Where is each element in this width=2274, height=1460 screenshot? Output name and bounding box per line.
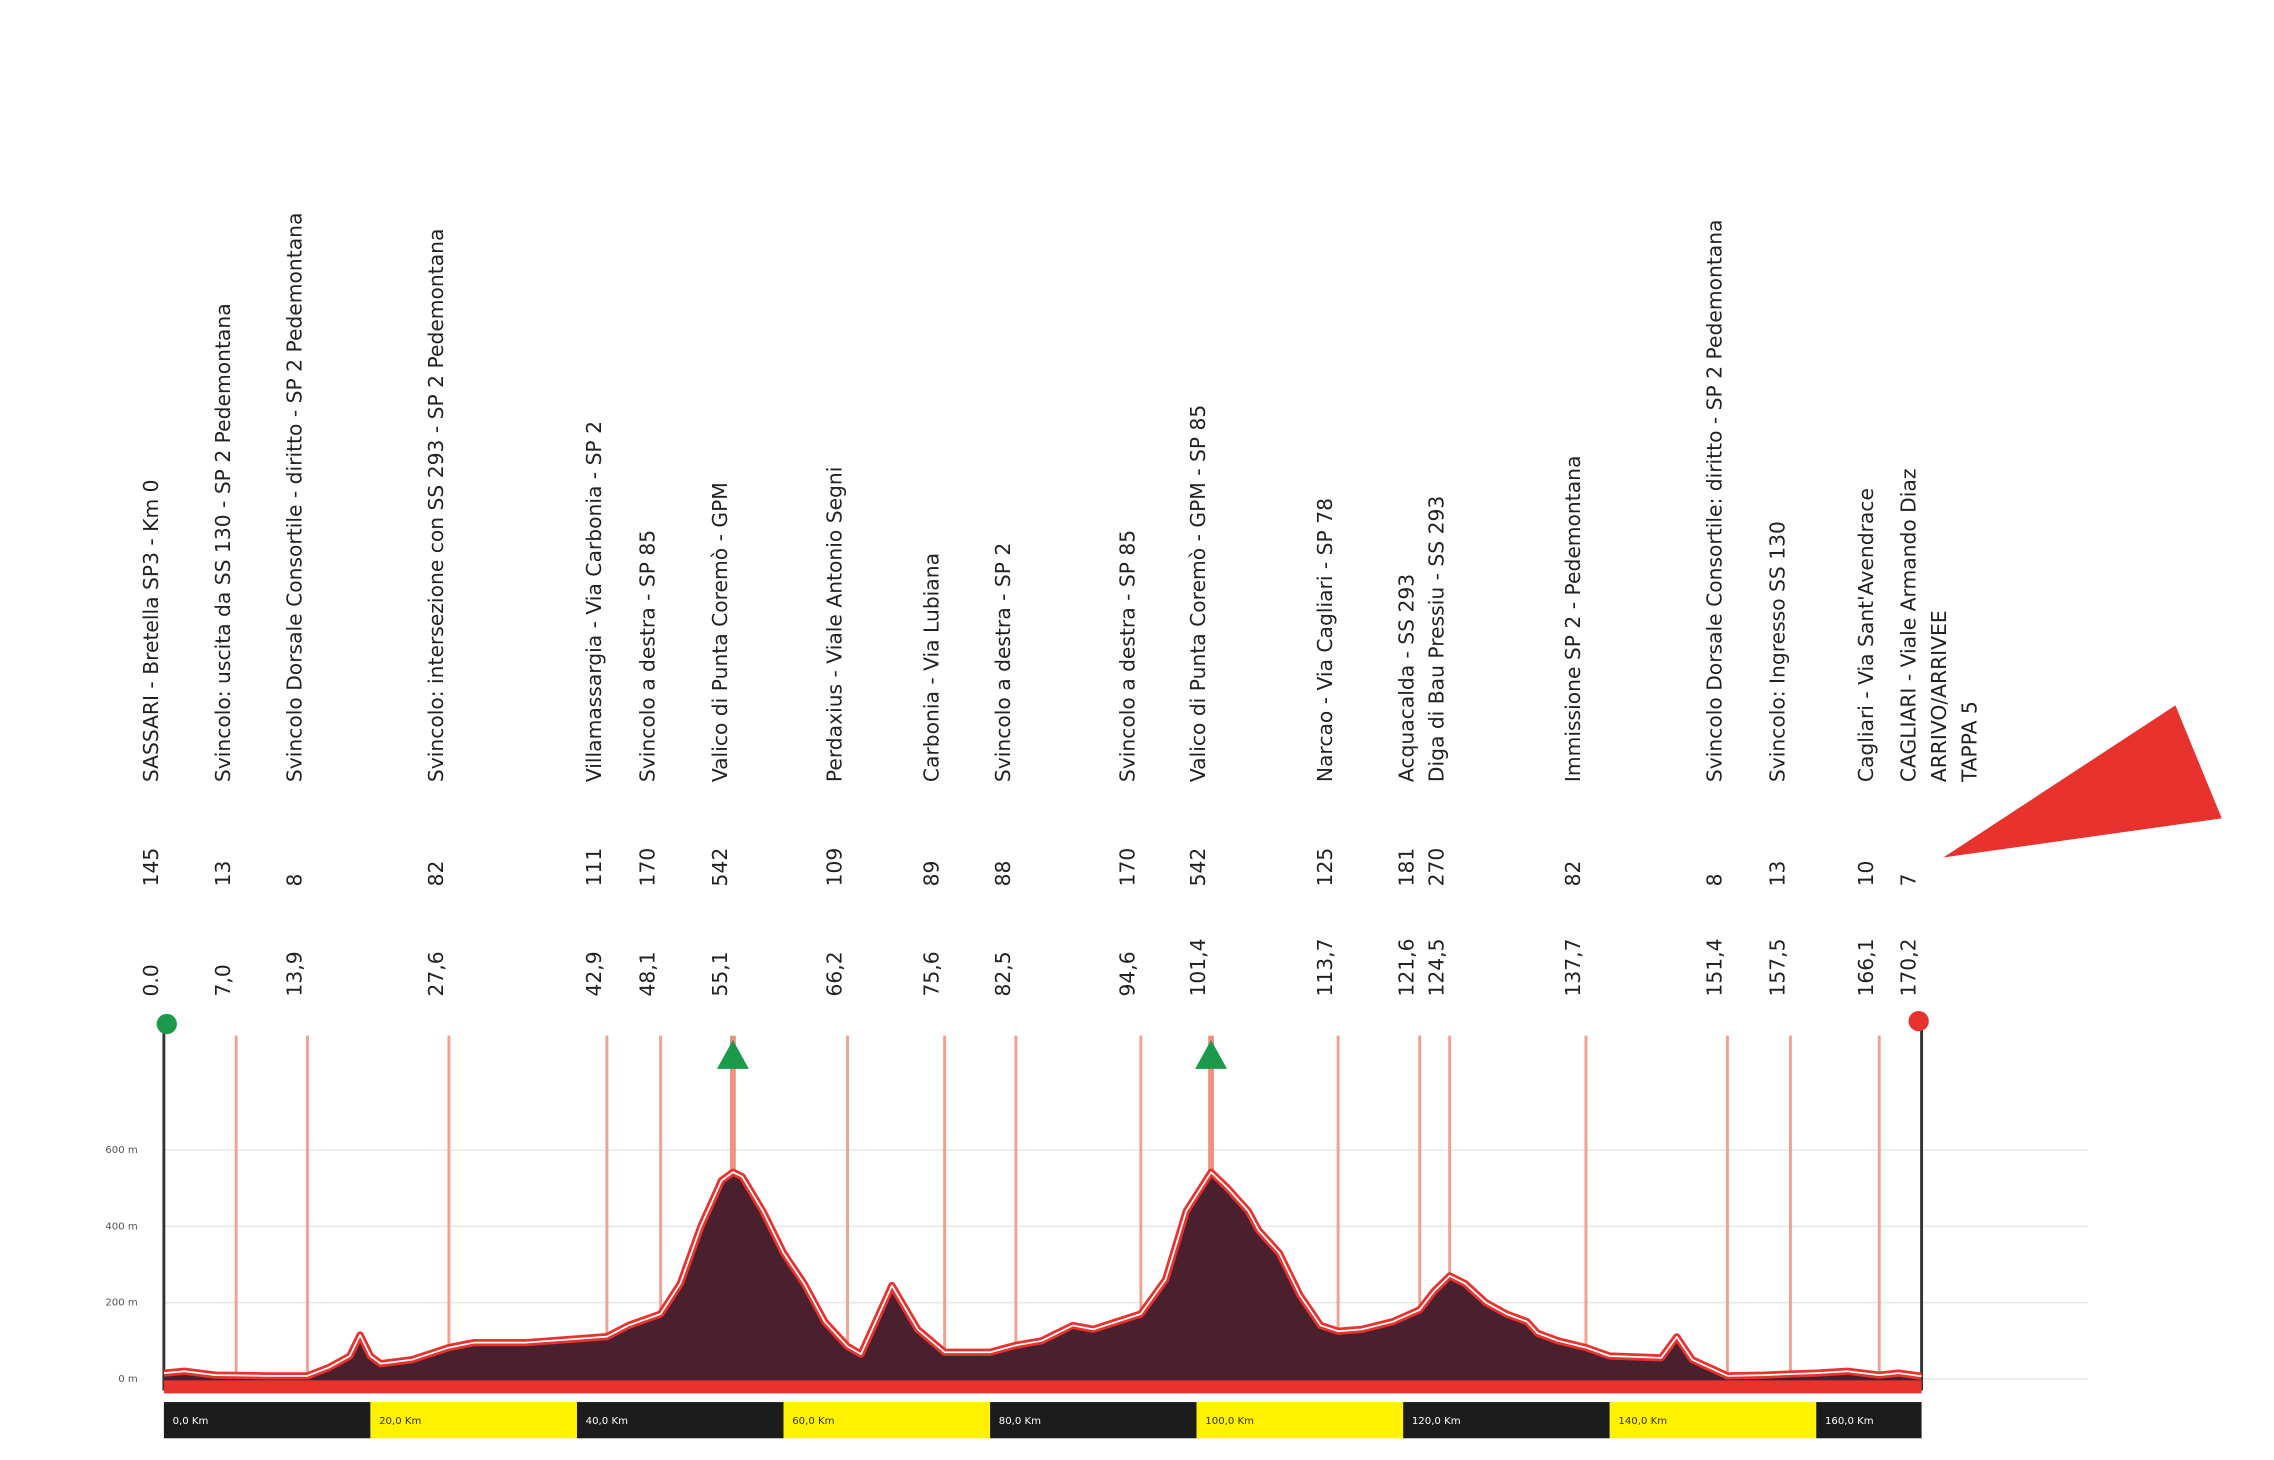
waypoint-km: 113,7 <box>1313 938 1337 996</box>
waypoint-altitude: 125 <box>1313 848 1337 887</box>
km-band <box>783 1402 991 1439</box>
waypoint-label: Svincolo a destra - SP 2 <box>991 543 1015 782</box>
finish-flag <box>1943 705 2222 858</box>
waypoint-label: Acquacalda - SS 293 <box>1395 574 1419 782</box>
waypoint-km: 137,7 <box>1561 938 1585 996</box>
x-tick-label: 80,0 Km <box>999 1416 1041 1427</box>
waypoint-label: Svincolo: uscita da SS 130 - SP 2 Pedemo… <box>211 303 235 782</box>
waypoint-altitude: 82 <box>424 861 448 887</box>
waypoint-altitude: 8 <box>282 874 306 887</box>
waypoint-label: Svincolo a destra - SP 85 <box>636 530 660 782</box>
km-band <box>370 1402 577 1439</box>
waypoint-label: Valico di Punta Coremò - GPM - SP 85 <box>1186 405 1210 782</box>
waypoint-km: 170,2 <box>1896 938 1920 996</box>
waypoint-altitude: 542 <box>708 848 732 887</box>
x-tick-label: 140,0 Km <box>1618 1416 1667 1427</box>
waypoint-km: 0.0 <box>139 964 163 996</box>
baseline-band <box>163 1380 1922 1394</box>
waypoint-label: Svincolo: intersezione con SS 293 - SP 2… <box>424 229 448 783</box>
waypoint-km: 124,5 <box>1425 938 1449 996</box>
waypoint-km: 151,4 <box>1702 938 1726 996</box>
waypoint-km: 7,0 <box>211 964 235 996</box>
km-band <box>576 1402 784 1439</box>
waypoint-altitude: 170 <box>1116 848 1140 887</box>
gpm-marker <box>716 1039 749 1069</box>
km-band <box>163 1402 371 1439</box>
waypoint-altitude: 109 <box>822 848 846 887</box>
y-tick-label: 0 m <box>118 1374 138 1385</box>
waypoint-km: 27,6 <box>424 951 448 996</box>
waypoint-altitude: 89 <box>920 861 944 887</box>
waypoint-label: Perdaxius - Viale Antonio Segni <box>822 467 846 783</box>
km-band <box>1816 1402 1922 1439</box>
waypoint-label: CAGLIARI - Viale Armando Diaz <box>1896 468 1920 782</box>
waypoint-label: Carbonia - Via Lubiana <box>920 553 944 782</box>
km-band <box>1609 1402 1817 1439</box>
finish-marker <box>1908 1010 1929 1032</box>
waypoint-label: Immissione SP 2 - Pedemontana <box>1561 456 1585 783</box>
waypoint-altitude: 270 <box>1425 848 1449 887</box>
waypoint-label: Cagliari - Via Sant'Avendrace <box>1854 488 1878 782</box>
waypoint-altitude: 8 <box>1702 874 1726 887</box>
waypoint-altitude: 82 <box>1561 861 1585 887</box>
waypoint-km: 94,6 <box>1116 951 1140 996</box>
waypoint-altitude: 7 <box>1896 874 1920 887</box>
y-tick-label: 600 m <box>105 1145 137 1156</box>
waypoint-km: 82,5 <box>991 951 1015 996</box>
waypoint-altitude: 13 <box>211 861 235 887</box>
x-tick-label: 100,0 Km <box>1205 1416 1254 1427</box>
waypoint-km: 66,2 <box>822 951 846 996</box>
waypoint-altitude: 88 <box>991 861 1015 887</box>
waypoint-label: TAPPA 5 <box>1957 701 1981 783</box>
waypoint-label: SASSARI - Bretella SP3 - Km 0 <box>139 479 163 782</box>
waypoint-km: 13,9 <box>282 951 306 996</box>
start-marker <box>156 1013 177 1035</box>
km-band <box>1196 1402 1404 1439</box>
waypoint-label: ARRIVO/ARRIVEE <box>1927 610 1951 782</box>
waypoint-km: 48,1 <box>636 951 660 996</box>
waypoint-label: Narcao - Via Cagliari - SP 78 <box>1313 498 1337 782</box>
waypoint-km: 166,1 <box>1854 938 1878 996</box>
waypoint-altitude: 542 <box>1186 848 1210 887</box>
km-band <box>1403 1402 1610 1439</box>
waypoint-altitude: 181 <box>1395 848 1419 887</box>
x-tick-label: 0,0 Km <box>173 1416 209 1427</box>
waypoint-label: Diga di Bau Pressiu - SS 293 <box>1425 496 1449 782</box>
elevation-highlight <box>163 1171 1922 1378</box>
waypoint-altitude: 10 <box>1854 861 1878 887</box>
waypoint-label: Valico di Punta Coremò - GPM <box>708 482 732 782</box>
y-tick-label: 200 m <box>105 1298 137 1309</box>
x-tick-label: 120,0 Km <box>1412 1416 1461 1427</box>
x-tick-label: 160,0 Km <box>1825 1416 1874 1427</box>
waypoint-label: Svincolo: Ingresso SS 130 <box>1765 521 1789 782</box>
waypoint-altitude: 111 <box>582 848 606 887</box>
gpm-marker <box>1195 1039 1228 1069</box>
waypoint-km: 75,6 <box>920 951 944 996</box>
x-tick-label: 20,0 Km <box>379 1416 421 1427</box>
waypoint-km: 101,4 <box>1186 938 1210 996</box>
waypoint-km: 121,6 <box>1395 938 1419 996</box>
x-tick-label: 40,0 Km <box>586 1416 628 1427</box>
y-tick-label: 400 m <box>105 1221 137 1232</box>
waypoint-label: Svincolo Dorsale Consortile: diritto - S… <box>1702 220 1726 783</box>
km-band <box>990 1402 1197 1439</box>
x-tick-label: 60,0 Km <box>792 1416 834 1427</box>
elevation-area <box>163 1172 1922 1382</box>
waypoint-label: Svincolo a destra - SP 85 <box>1116 530 1140 782</box>
waypoint-km: 55,1 <box>708 951 732 996</box>
waypoint-altitude: 145 <box>139 848 163 887</box>
waypoint-km: 42,9 <box>582 951 606 996</box>
waypoint-km: 157,5 <box>1765 938 1789 996</box>
waypoint-altitude: 13 <box>1765 861 1789 887</box>
waypoint-label: Villamassargia - Via Carbonia - SP 2 <box>582 421 606 782</box>
waypoint-label: Svincolo Dorsale Consortile - diritto - … <box>282 213 306 783</box>
waypoint-altitude: 170 <box>636 848 660 887</box>
